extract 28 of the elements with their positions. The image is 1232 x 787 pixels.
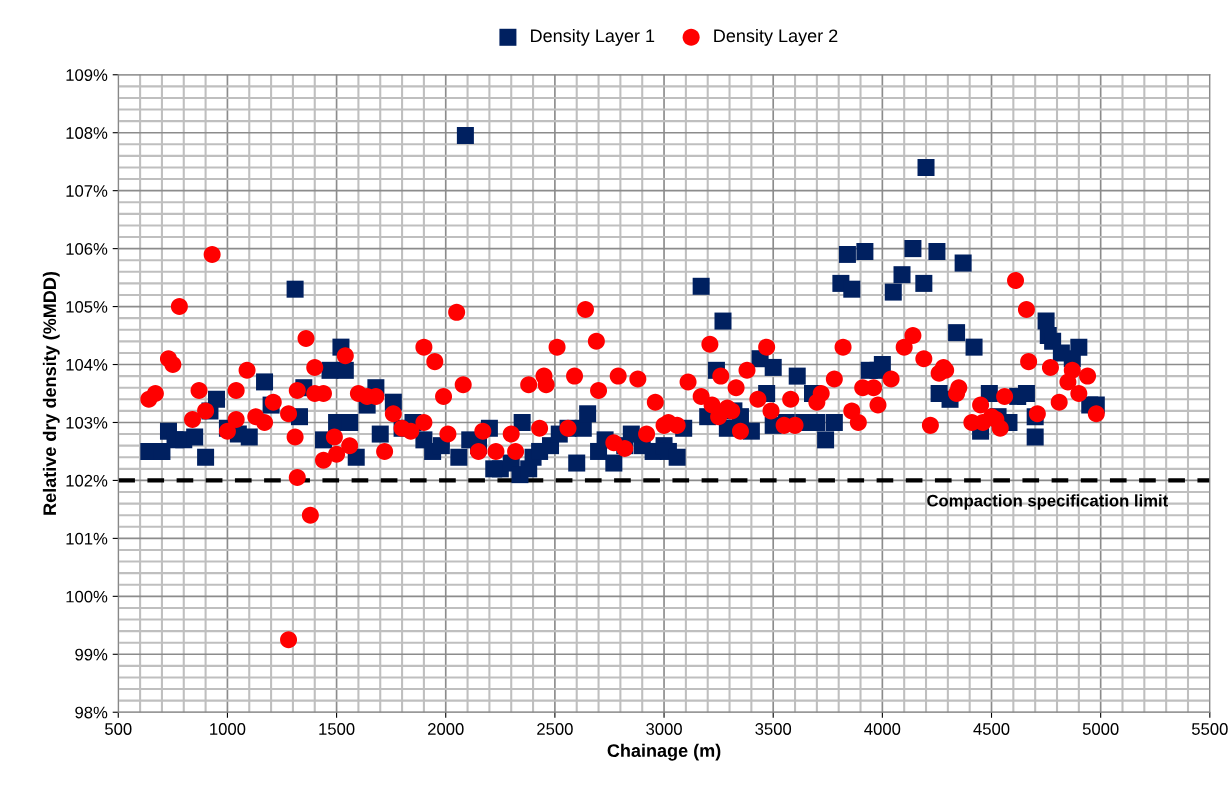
x-tick-label: 5500 (1191, 723, 1228, 735)
x-tick-label: 2000 (428, 723, 464, 735)
y-axis-title: Relative dry density (%MDD) (42, 271, 60, 515)
y-tick-label: 109% (66, 69, 108, 81)
x-tick-label: 4000 (864, 723, 901, 735)
y-tick-label: 103% (66, 416, 108, 429)
y-tick-label: 107% (66, 185, 108, 197)
y-tick-label: 100% (66, 590, 108, 603)
x-tick-label: 5000 (1082, 723, 1119, 735)
x-tick-label: 3000 (646, 723, 682, 735)
x-axis-title: Chainage (m) (607, 743, 721, 761)
y-tick-label: 104% (66, 358, 108, 371)
y-tick-label: 106% (66, 243, 108, 255)
ref-line-label: Compaction specification limit (927, 494, 1168, 510)
legend-label: Density Layer 1 (531, 28, 655, 46)
x-tick-label: 3500 (755, 723, 792, 735)
y-tick-label: 105% (66, 300, 108, 313)
x-tick-label: 500 (105, 723, 132, 735)
x-tick-label: 1500 (319, 723, 355, 735)
y-tick-label: 102% (66, 474, 108, 487)
y-tick-label: 99% (75, 648, 108, 661)
x-tick-label: 4500 (973, 723, 1010, 735)
legend-label: Density Layer 2 (714, 28, 838, 46)
x-tick-label: 1000 (210, 723, 246, 735)
x-tick-label: 2500 (537, 723, 573, 735)
y-tick-label: 108% (66, 127, 108, 139)
y-tick-label: 98% (75, 706, 108, 719)
y-tick-label: 101% (66, 532, 108, 545)
